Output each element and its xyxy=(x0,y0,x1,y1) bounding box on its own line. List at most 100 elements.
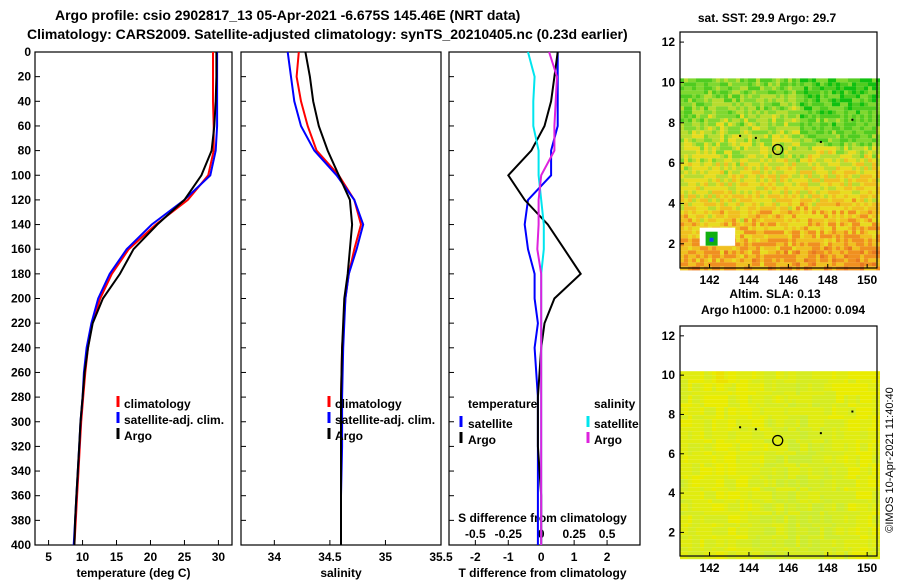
heat-cell xyxy=(868,483,872,488)
heat-cell xyxy=(848,78,852,83)
heat-cell xyxy=(852,371,856,376)
heat-cell xyxy=(848,423,852,428)
heat-cell xyxy=(820,222,824,227)
heat-cell xyxy=(816,519,820,524)
heat-cell xyxy=(868,174,872,179)
heat-cell xyxy=(844,102,848,107)
heat-cell xyxy=(728,182,732,187)
heat-cell xyxy=(760,459,764,464)
heat-cell xyxy=(836,190,840,195)
heat-cell xyxy=(700,375,704,380)
heat-cell xyxy=(832,126,836,131)
heat-cell xyxy=(820,102,824,107)
heat-cell xyxy=(692,471,696,476)
heat-cell xyxy=(684,230,688,235)
heat-cell xyxy=(728,202,732,207)
heat-cell xyxy=(788,114,792,119)
heat-cell xyxy=(752,94,756,99)
heat-cell xyxy=(860,98,864,103)
heat-cell xyxy=(828,218,832,223)
heat-cell xyxy=(792,238,796,243)
heat-cell xyxy=(788,138,792,143)
heat-cell xyxy=(840,142,844,147)
heat-cell xyxy=(740,519,744,524)
heat-cell xyxy=(760,162,764,167)
heat-cell xyxy=(684,174,688,179)
heat-cell xyxy=(728,499,732,504)
heat-cell xyxy=(876,202,880,207)
heat-cell xyxy=(736,387,740,392)
heat-cell xyxy=(804,447,808,452)
heat-cell xyxy=(752,551,756,556)
heat-cell xyxy=(744,379,748,384)
heat-cell xyxy=(784,399,788,404)
heat-cell xyxy=(752,170,756,175)
heat-cell xyxy=(760,166,764,171)
heat-cell xyxy=(724,387,728,392)
heat-cell xyxy=(856,555,860,560)
heat-cell xyxy=(868,114,872,119)
heat-cell xyxy=(780,166,784,171)
heat-cell xyxy=(692,234,696,239)
heat-cell xyxy=(772,543,776,548)
heat-cell xyxy=(724,411,728,416)
heat-cell xyxy=(836,403,840,408)
heat-cell xyxy=(848,222,852,227)
heat-cell xyxy=(768,399,772,404)
heat-cell xyxy=(708,519,712,524)
heat-cell xyxy=(720,375,724,380)
heat-cell xyxy=(804,487,808,492)
heat-cell xyxy=(868,202,872,207)
heat-cell xyxy=(748,134,752,139)
heat-cell xyxy=(732,483,736,488)
heat-cell xyxy=(828,519,832,524)
heat-cell xyxy=(784,138,788,143)
heat-cell xyxy=(844,142,848,147)
heat-cell xyxy=(768,90,772,95)
heat-cell xyxy=(828,134,832,139)
heat-cell xyxy=(856,515,860,520)
heat-cell xyxy=(788,423,792,428)
heat-cell xyxy=(868,210,872,215)
heat-cell xyxy=(744,254,748,259)
heat-cell xyxy=(704,190,708,195)
heat-cell xyxy=(724,439,728,444)
heat-cell xyxy=(820,174,824,179)
heat-cell xyxy=(756,158,760,163)
heat-cell xyxy=(840,222,844,227)
heat-cell xyxy=(816,170,820,175)
heat-cell xyxy=(804,126,808,131)
heat-cell xyxy=(852,427,856,432)
heat-cell xyxy=(772,407,776,412)
heat-cell xyxy=(740,487,744,492)
heat-cell xyxy=(692,250,696,255)
heat-cell xyxy=(700,391,704,396)
heat-cell xyxy=(752,198,756,203)
heat-cell xyxy=(792,471,796,476)
heat-cell xyxy=(804,162,808,167)
heat-cell xyxy=(808,134,812,139)
heat-cell xyxy=(688,150,692,155)
heat-cell xyxy=(760,495,764,500)
heat-cell xyxy=(684,459,688,464)
heat-cell xyxy=(736,531,740,536)
heat-cell xyxy=(800,419,804,424)
heat-cell xyxy=(820,198,824,203)
heat-cell xyxy=(812,427,816,432)
heat-cell xyxy=(680,254,684,259)
heat-cell xyxy=(828,435,832,440)
heat-cell xyxy=(728,419,732,424)
heat-cell xyxy=(780,451,784,456)
heat-cell xyxy=(684,519,688,524)
heat-cell xyxy=(832,447,836,452)
heat-cell xyxy=(740,423,744,428)
heat-cell xyxy=(844,543,848,548)
heat-cell xyxy=(876,154,880,159)
heat-cell xyxy=(824,202,828,207)
heat-cell xyxy=(876,122,880,127)
heat-cell xyxy=(756,395,760,400)
heat-cell xyxy=(748,411,752,416)
heat-cell xyxy=(752,439,756,444)
x-axis-label: salinity xyxy=(320,566,362,580)
heat-cell xyxy=(836,539,840,544)
